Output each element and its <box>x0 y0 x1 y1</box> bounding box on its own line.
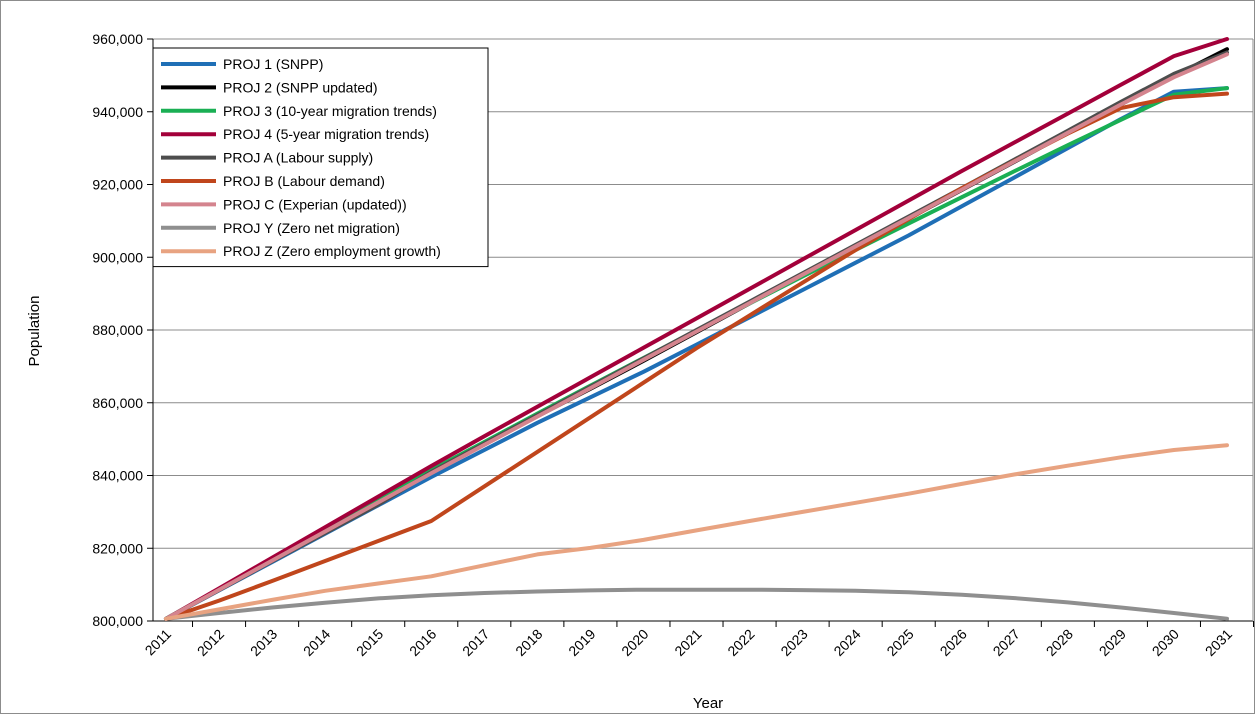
x-tick-label: 2028 <box>1043 626 1076 659</box>
legend-label: PROJ Z (Zero employment growth) <box>223 243 441 259</box>
x-tick-label: 2031 <box>1202 626 1235 659</box>
legend-label: PROJ Y (Zero net migration) <box>223 220 400 236</box>
x-tick-label: 2027 <box>990 626 1023 659</box>
legend-label: PROJ 3 (10-year migration trends) <box>223 103 437 119</box>
legend-label: PROJ 1 (SNPP) <box>223 56 323 72</box>
x-tick-label: 2014 <box>300 626 333 659</box>
x-tick-label: 2021 <box>671 626 704 659</box>
x-tick-label: 2022 <box>724 626 757 659</box>
series-line-8 <box>164 587 1229 621</box>
x-tick-label: 2016 <box>406 626 439 659</box>
x-tick-label: 2012 <box>194 626 227 659</box>
x-tick-label: 2015 <box>353 626 386 659</box>
x-tick-label: 2019 <box>565 626 598 659</box>
y-tick-label: 820,000 <box>92 540 143 556</box>
legend-label: PROJ 2 (SNPP updated) <box>223 79 378 95</box>
legend-label: PROJ C (Experian (updated)) <box>223 196 407 212</box>
x-tick-label: 2017 <box>459 626 492 659</box>
y-tick-label: 920,000 <box>92 177 143 193</box>
x-tick-label: 2024 <box>830 626 863 659</box>
y-axis-label: Population <box>26 296 43 367</box>
x-tick-label: 2018 <box>512 626 545 659</box>
y-tick-label: 800,000 <box>92 613 143 629</box>
legend-label: PROJ 4 (5-year migration trends) <box>223 126 429 142</box>
y-tick-label: 880,000 <box>92 322 143 338</box>
y-tick-label: 940,000 <box>92 104 143 120</box>
y-tick-label: 860,000 <box>92 395 143 411</box>
legend-label: PROJ A (Labour supply) <box>223 150 373 166</box>
x-tick-label: 2013 <box>247 626 280 659</box>
x-tick-label: 2026 <box>937 626 970 659</box>
y-tick-label: 840,000 <box>92 468 143 484</box>
legend: PROJ 1 (SNPP) PROJ 2 (SNPP updated) PROJ 3… <box>152 47 489 268</box>
y-tick-label: 900,000 <box>92 249 143 265</box>
x-axis-label: Year <box>693 695 723 712</box>
series-lines <box>164 37 1229 621</box>
series-line-9 <box>164 443 1229 621</box>
x-tick-label: 2029 <box>1096 626 1129 659</box>
series-line-4 <box>164 37 1229 621</box>
x-tick-label: 2030 <box>1149 626 1182 659</box>
x-tick-label: 2025 <box>883 626 916 659</box>
x-tick-label: 2023 <box>777 626 810 659</box>
y-tick-label: 960,000 <box>92 31 143 47</box>
series-line-7 <box>164 52 1229 621</box>
x-tick-label: 2011 <box>142 626 175 659</box>
legend-label: PROJ B (Labour demand) <box>223 173 385 189</box>
x-tick-label: 2020 <box>618 626 651 659</box>
